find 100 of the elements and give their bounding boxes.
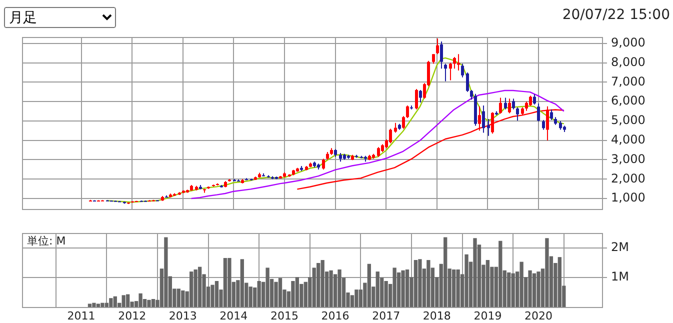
bar <box>401 270 405 307</box>
bar <box>274 282 278 307</box>
bar <box>147 300 151 307</box>
bar <box>367 264 371 307</box>
y-tick-label: 7,000 <box>611 74 646 88</box>
bar <box>122 295 126 307</box>
bar <box>96 304 100 307</box>
y-tick-label: 1,000 <box>611 190 646 205</box>
candlestick <box>529 95 532 106</box>
bar <box>473 238 477 307</box>
bar <box>113 296 117 307</box>
chart-title: 月足 <box>4 7 116 28</box>
candlestick <box>542 119 545 130</box>
bar <box>291 280 295 307</box>
bar <box>198 266 202 307</box>
x-tick-label: 2015 <box>270 309 298 322</box>
x-tick-label: 2014 <box>220 309 248 322</box>
x-tick-label: 2019 <box>474 309 502 322</box>
x-tick-label: 2011 <box>67 309 96 322</box>
candlestick <box>466 72 469 92</box>
bar <box>100 302 104 307</box>
candlestick <box>504 97 507 110</box>
bar <box>338 269 342 307</box>
candlestick <box>436 38 439 55</box>
x-tick-label: 2012 <box>118 309 146 322</box>
candlestick <box>461 63 464 78</box>
bar <box>248 286 252 307</box>
y-tick-label: 2M <box>611 240 629 254</box>
bar <box>532 273 536 307</box>
candlestick <box>432 54 435 64</box>
bar <box>164 237 168 307</box>
bar <box>376 272 380 307</box>
bar <box>464 254 468 307</box>
bar <box>138 293 142 307</box>
bar <box>329 270 333 307</box>
candlestick <box>508 98 511 114</box>
y-tick-label: 9,000 <box>611 36 646 50</box>
y-tick-label: 5,000 <box>611 113 646 128</box>
bar <box>354 290 358 307</box>
candlestick <box>406 104 409 119</box>
bar <box>194 269 198 307</box>
candlestick <box>487 118 490 136</box>
y-tick-label: 6,000 <box>611 94 646 108</box>
candlestick <box>419 89 422 104</box>
bar <box>405 269 410 307</box>
bar <box>444 237 448 307</box>
bar <box>176 288 180 307</box>
candlestick <box>449 62 452 81</box>
candlestick <box>512 98 515 110</box>
bar <box>498 240 502 307</box>
x-tick-label: 2016 <box>321 309 350 322</box>
bar <box>151 298 156 307</box>
bar <box>558 257 562 307</box>
bar <box>456 269 460 307</box>
candlestick <box>499 97 502 114</box>
x-tick-label: 2013 <box>168 309 197 322</box>
bar <box>545 238 549 307</box>
candlestick <box>389 128 392 144</box>
bar <box>414 260 418 307</box>
bar <box>266 268 270 307</box>
x-tick-label: 2020 <box>524 309 552 322</box>
candlestick <box>402 116 405 130</box>
bar <box>92 302 96 307</box>
bar <box>507 272 511 307</box>
y-axis-title: 単位: M <box>27 234 66 248</box>
candlestick <box>533 94 536 105</box>
bar <box>126 294 130 307</box>
x-tick-label: 2017 <box>372 309 400 322</box>
candlestick <box>482 104 485 134</box>
y-tick-label: 2,000 <box>611 171 646 186</box>
candlestick <box>415 88 418 110</box>
y-tick-label: 8,000 <box>611 54 646 69</box>
text: 20/07/22 15:00 <box>562 7 670 23</box>
candlestick <box>322 158 325 170</box>
bar <box>536 272 540 307</box>
bar <box>257 280 261 307</box>
y-tick-label: 3,000 <box>611 152 646 166</box>
bar <box>210 284 214 307</box>
candlestick <box>516 106 519 122</box>
bar <box>181 290 185 307</box>
bar <box>520 262 524 307</box>
x-tick-label: 2018 <box>422 309 451 322</box>
bar <box>511 273 515 307</box>
candlestick <box>491 112 494 134</box>
bar <box>223 258 228 307</box>
candlestick <box>537 103 540 122</box>
bar <box>240 259 244 307</box>
candlestick <box>550 108 553 120</box>
bar <box>320 260 324 307</box>
y-tick-label: 1M <box>611 270 629 284</box>
bar <box>109 298 113 307</box>
bar <box>214 280 219 307</box>
bar <box>384 280 388 307</box>
bar <box>278 278 282 307</box>
y-tick-label: 4,000 <box>611 132 646 146</box>
bar <box>418 259 422 307</box>
bar <box>295 277 300 307</box>
bar <box>486 260 490 307</box>
bar <box>452 269 456 307</box>
bar <box>88 304 92 307</box>
